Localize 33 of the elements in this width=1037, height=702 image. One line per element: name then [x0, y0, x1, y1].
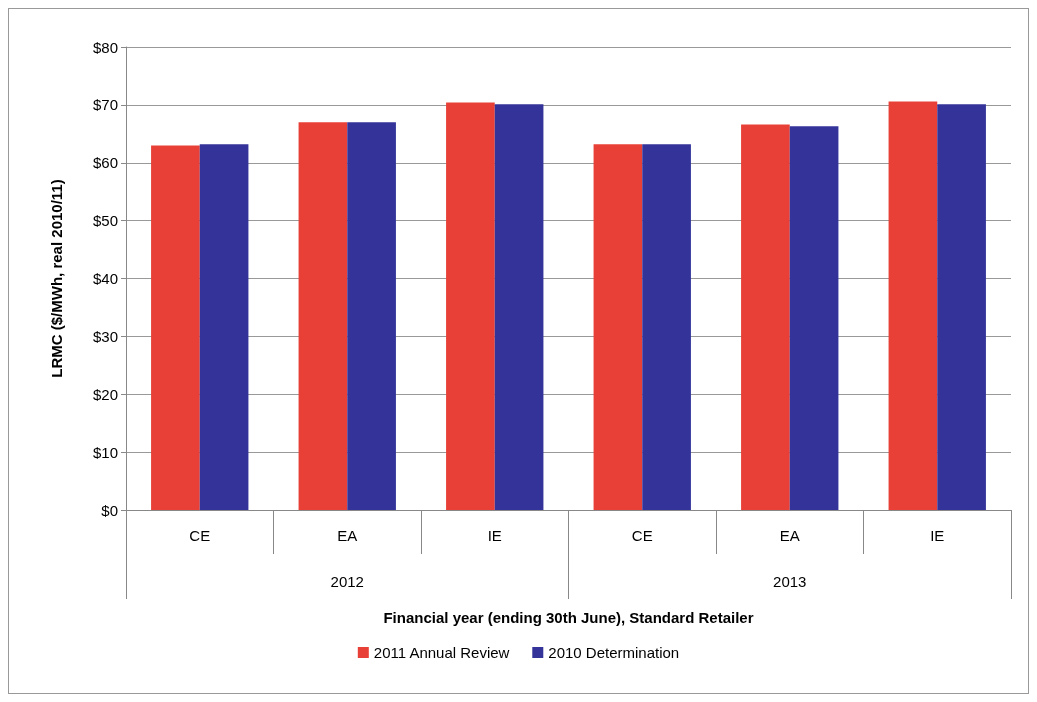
bar — [642, 144, 691, 510]
y-tick-label: $60 — [92, 154, 118, 172]
y-tick-label: $0 — [101, 501, 118, 519]
x-tick-label: CE — [189, 527, 211, 544]
y-tick-label: $30 — [92, 327, 118, 345]
x-axis-title: Financial year (ending 30th June), Standard Retailer — [383, 609, 754, 626]
bar — [741, 124, 790, 510]
bar — [888, 101, 938, 510]
bar — [347, 122, 396, 510]
text: 2012 — [330, 573, 364, 590]
x-tick-label: CE — [631, 527, 653, 544]
bar — [494, 104, 544, 510]
bar — [298, 122, 348, 510]
bar — [446, 102, 495, 510]
bar — [151, 145, 200, 510]
bar — [789, 126, 839, 510]
y-tick-label: $40 — [92, 270, 118, 287]
x-tick-label: EA — [337, 527, 358, 544]
x-tick-label: EA — [779, 527, 800, 544]
x-tick-label: IE — [487, 527, 502, 544]
text: 2013 — [773, 573, 807, 590]
y-tick-label: $80 — [92, 38, 118, 56]
bar — [937, 104, 986, 510]
y-tick-label: $10 — [92, 443, 118, 461]
y-tick-label: $20 — [92, 385, 118, 403]
y-tick-label: $70 — [92, 96, 118, 114]
y-axis-title: LRMC ($/MWh, real 2010/11) — [48, 179, 65, 378]
bar — [199, 144, 249, 510]
bar — [593, 144, 643, 510]
x-tick-label: IE — [930, 527, 945, 544]
legend-label: 2010 Determination — [548, 644, 680, 661]
y-tick-label: $50 — [92, 212, 118, 230]
legend-label: 2011 Annual Review — [373, 644, 510, 661]
